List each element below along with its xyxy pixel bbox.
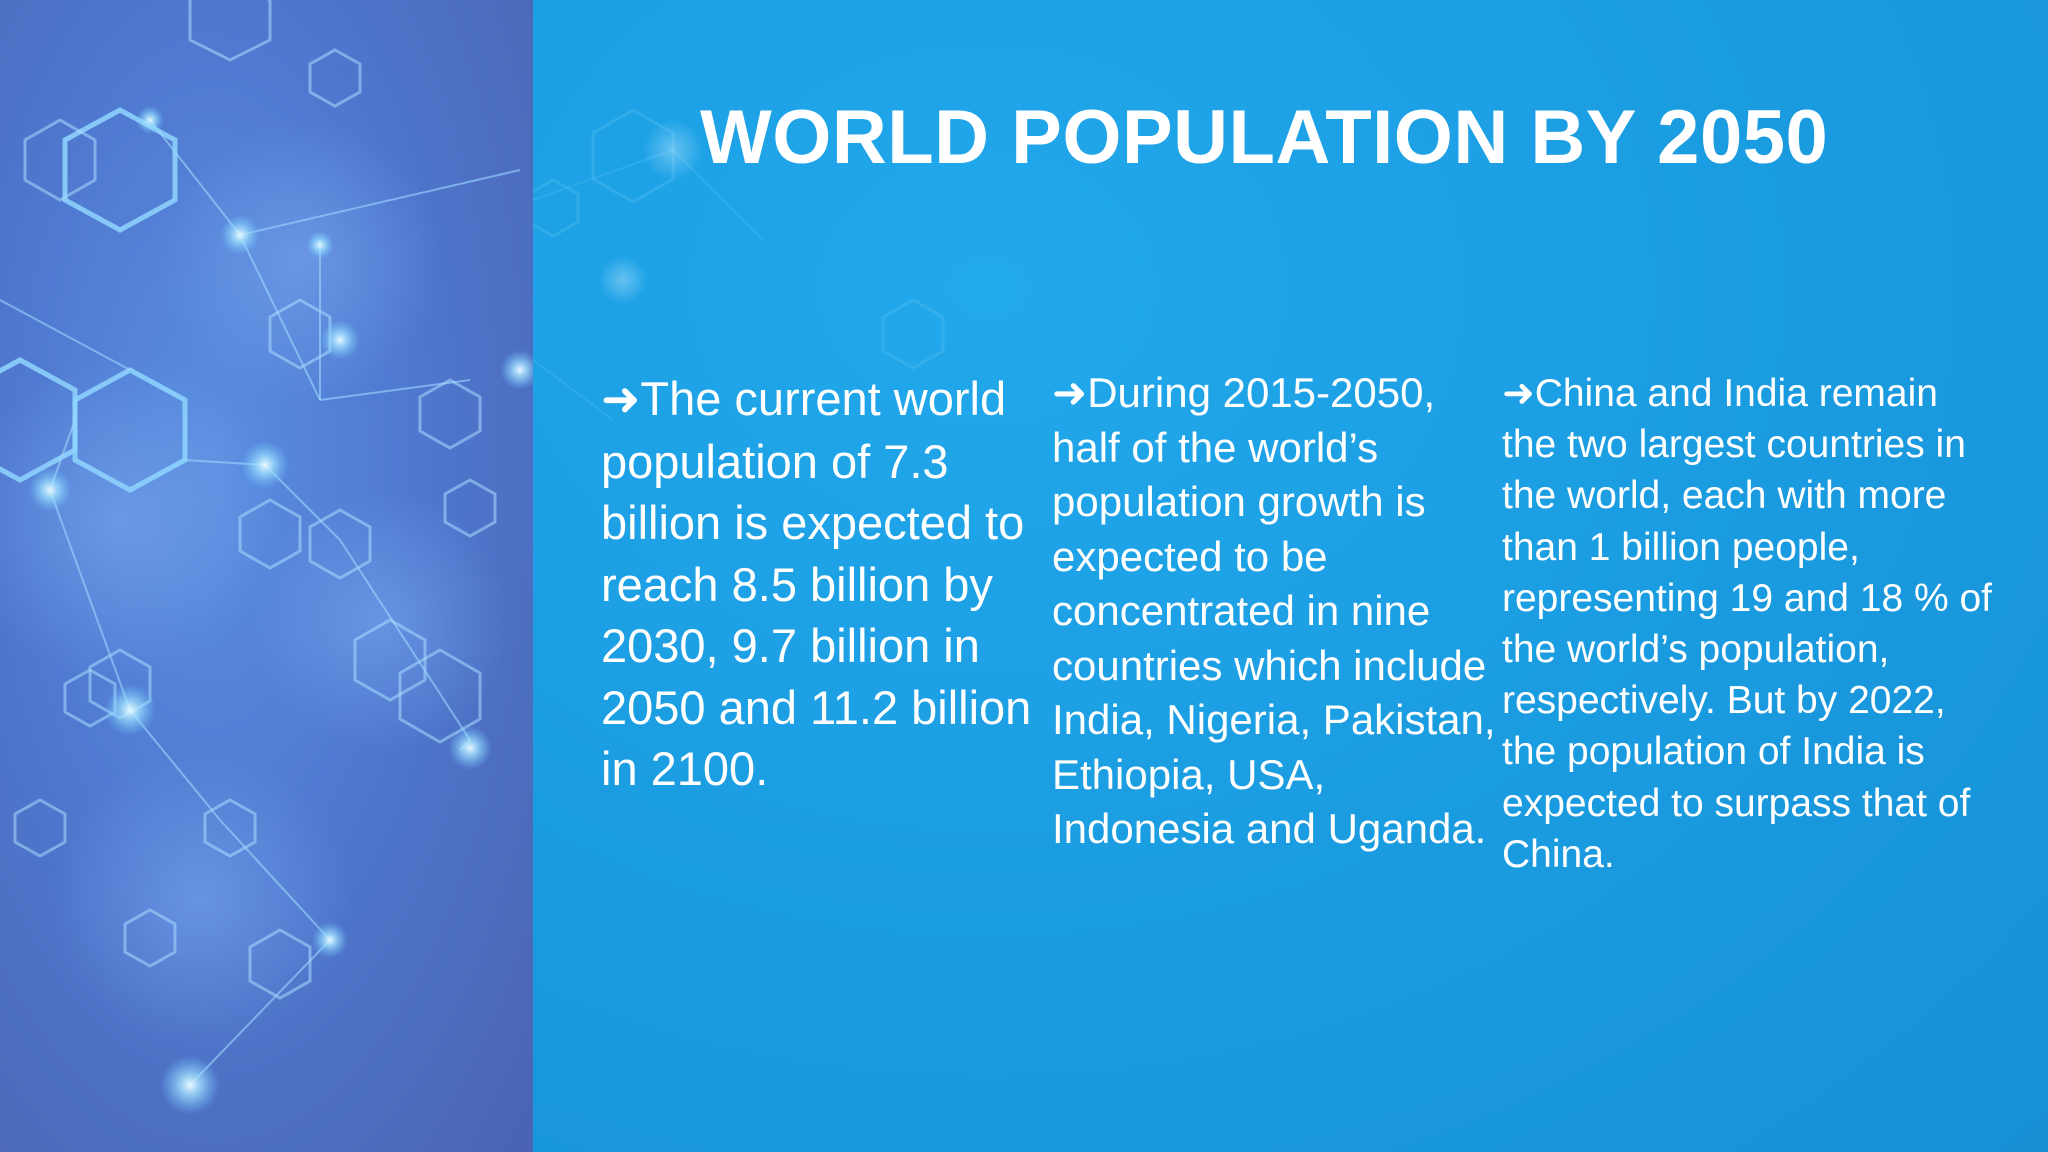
arrow-right-icon: ➜ [1502, 371, 1535, 416]
slide-title: WORLD POPULATION BY 2050 [700, 95, 1829, 180]
side-decoration-panel [0, 0, 533, 1152]
main-content-panel [533, 0, 2048, 1152]
arrow-right-icon: ➜ [1052, 368, 1088, 417]
column-3-text: China and India remain the two largest c… [1502, 372, 1993, 876]
text-column-3: ➜China and India remain the two largest … [1502, 368, 2002, 880]
text-column-2: ➜During 2015-2050, half of the world’s p… [1052, 366, 1497, 857]
faint-network-background [533, 108, 945, 421]
text-column-1: ➜The current world population of 7.3 bil… [601, 368, 1051, 800]
column-2-text: During 2015-2050, half of the world’s po… [1052, 369, 1496, 852]
column-1-text: The current world population of 7.3 bill… [601, 372, 1032, 795]
hexagon-network-icon [0, 0, 533, 1115]
arrow-right-icon: ➜ [601, 372, 641, 427]
